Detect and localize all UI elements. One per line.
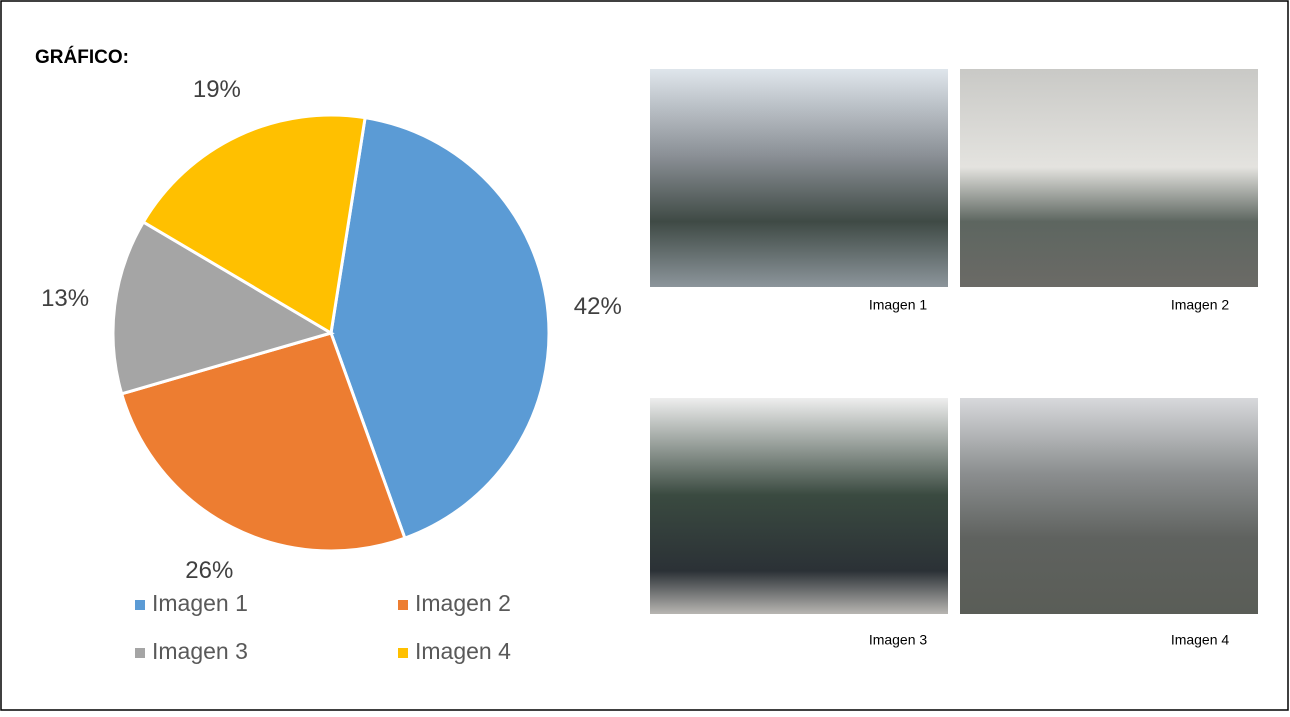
pie: 42% 26% 13% 19% <box>41 76 622 584</box>
data-label: 13% <box>41 285 89 312</box>
legend-swatch <box>135 600 145 610</box>
legend-swatch <box>398 648 408 658</box>
photo <box>960 69 1258 287</box>
legend-label: Imagen 1 <box>152 590 248 616</box>
slide: GRÁFICO: 42%26%13%19% Imagen 1Imagen 2Im… <box>0 0 1290 712</box>
caption: Imagen 4 <box>1171 632 1230 648</box>
data-label: 42% <box>574 293 622 320</box>
legend-swatch <box>398 600 408 610</box>
caption: Imagen 3 <box>869 632 928 648</box>
data-label: 19% <box>193 76 241 103</box>
photo <box>650 398 948 614</box>
photo <box>650 69 948 287</box>
legend-label: Imagen 4 <box>415 638 511 664</box>
data-label: 26% <box>185 557 233 584</box>
legend: Imagen 1 Imagen 2 Imagen 3 Imagen 4 <box>135 590 511 664</box>
legend-label: Imagen 3 <box>152 638 248 664</box>
caption: Imagen 2 <box>1171 297 1230 313</box>
legend-label: Imagen 2 <box>415 590 511 616</box>
chart-title: GRÁFICO: <box>35 46 129 68</box>
photo <box>960 398 1258 614</box>
legend-swatch <box>135 648 145 658</box>
caption: Imagen 1 <box>869 297 928 313</box>
